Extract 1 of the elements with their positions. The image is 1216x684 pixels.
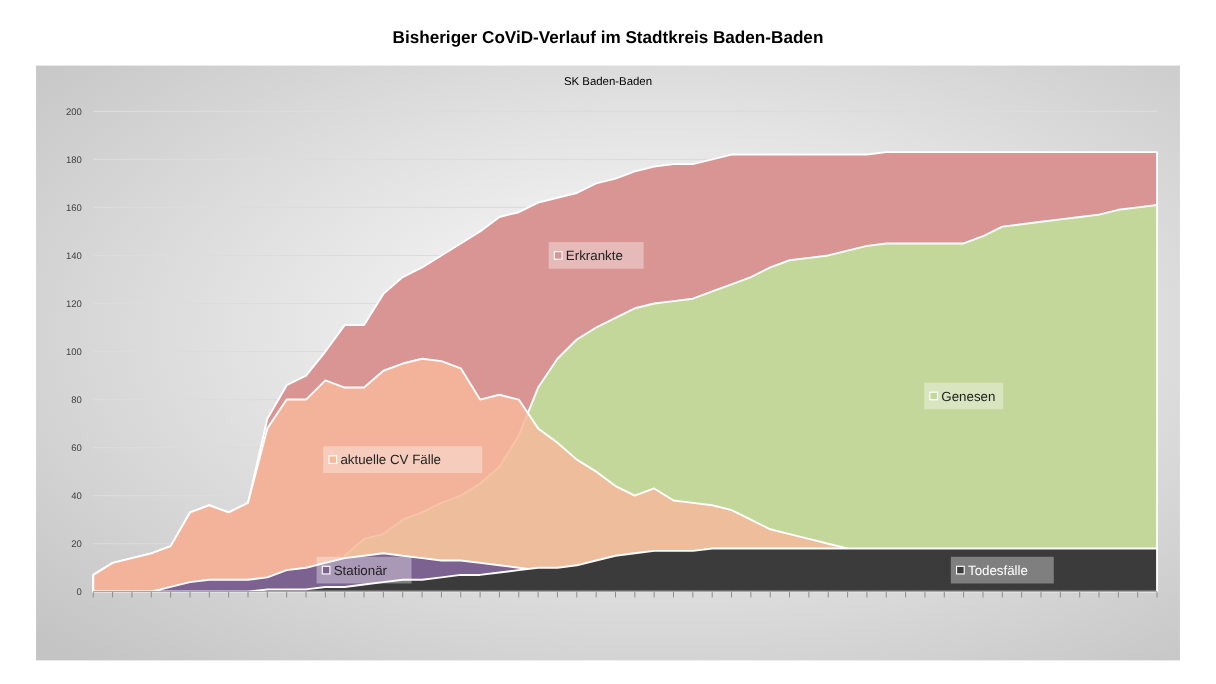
chart-title: Bisheriger CoViD-Verlauf im Stadtkreis Baden-Baden xyxy=(392,26,824,47)
